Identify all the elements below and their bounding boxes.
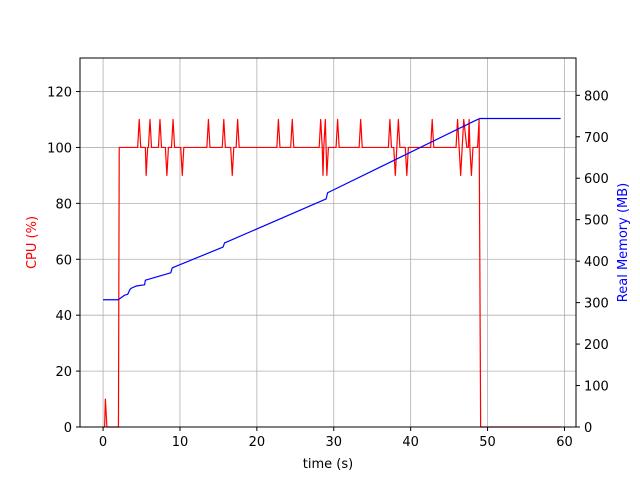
x-axis-label: time (s) bbox=[303, 457, 353, 472]
right-y-tick-label: 100 bbox=[584, 380, 609, 395]
right-y-tick-label: 500 bbox=[584, 214, 609, 229]
right-y-axis: 0 100 200 300 400 500 600 700 800 bbox=[576, 89, 609, 436]
left-y-tick-label: 40 bbox=[55, 309, 72, 324]
right-y-tick-label: 600 bbox=[584, 172, 609, 187]
x-tick-label: 50 bbox=[479, 435, 496, 450]
right-y-tick-label: 300 bbox=[584, 297, 609, 312]
right-y-tick-label: 700 bbox=[584, 131, 609, 146]
left-y-tick-label: 100 bbox=[47, 141, 72, 156]
x-tick-label: 60 bbox=[556, 435, 573, 450]
cpu-series-line bbox=[103, 118, 561, 428]
plot-frame bbox=[79, 57, 577, 428]
left-y-tick-label: 20 bbox=[55, 365, 72, 380]
right-y-tick-label: 200 bbox=[584, 338, 609, 353]
left-y-axis-label: CPU (%) bbox=[25, 216, 40, 269]
left-y-tick-label: 80 bbox=[55, 197, 72, 212]
right-y-tick-label: 0 bbox=[584, 421, 592, 436]
memory-series-line bbox=[103, 117, 561, 301]
x-axis: 0 10 20 30 40 50 60 bbox=[99, 427, 573, 450]
x-tick-label: 20 bbox=[249, 435, 266, 450]
x-tick-label: 30 bbox=[325, 435, 342, 450]
left-y-tick-label: 60 bbox=[55, 253, 72, 268]
x-tick-label: 40 bbox=[402, 435, 419, 450]
x-tick-label: 10 bbox=[172, 435, 189, 450]
right-y-tick-label: 800 bbox=[584, 89, 609, 104]
left-y-tick-label: 0 bbox=[64, 421, 72, 436]
right-y-axis-label: Real Memory (MB) bbox=[616, 183, 631, 302]
right-y-tick-label: 400 bbox=[584, 255, 609, 270]
left-y-tick-label: 120 bbox=[47, 86, 72, 101]
grid-lines bbox=[80, 58, 576, 428]
series-lines bbox=[103, 117, 561, 428]
left-y-axis: 0 20 40 60 80 100 120 bbox=[47, 86, 80, 436]
x-tick-label: 0 bbox=[99, 435, 107, 450]
